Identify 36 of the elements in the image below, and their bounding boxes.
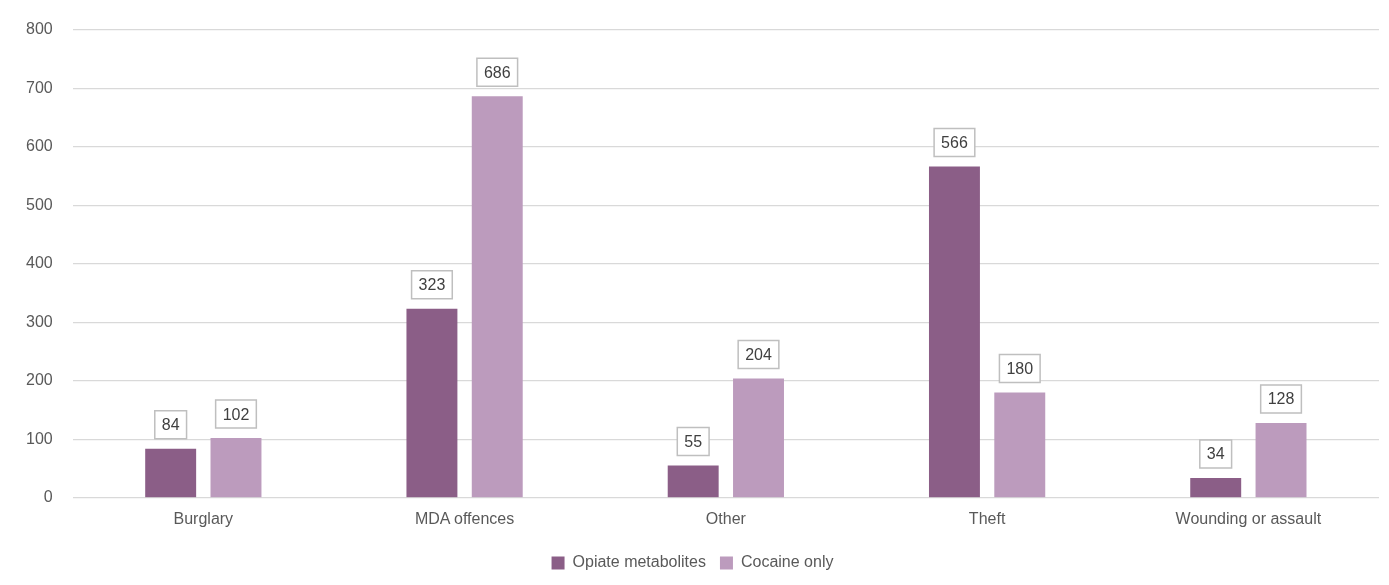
y-tick-label: 500: [25, 195, 53, 213]
bar: [210, 438, 262, 498]
y-tick-label: 700: [25, 78, 53, 96]
y-tick-label: 300: [25, 312, 53, 330]
bar: [928, 166, 980, 498]
y-tick-label: 400: [25, 254, 53, 272]
bar: [145, 448, 197, 498]
bar: [1190, 477, 1242, 498]
legend-label: Opiate metabolites: [572, 553, 706, 571]
x-tick-label: Wounding or assault: [1175, 509, 1322, 527]
x-tick-label: MDA offences: [414, 509, 515, 527]
bar: [733, 378, 784, 498]
legend-label: Cocaine only: [740, 553, 834, 571]
data-label: 34: [1206, 445, 1225, 463]
y-tick-label: 800: [25, 20, 53, 38]
data-label: 323: [418, 276, 446, 294]
x-tick-label: Burglary: [173, 509, 234, 527]
bar: [667, 465, 719, 498]
data-label: 102: [222, 405, 250, 423]
y-tick-label: 600: [25, 137, 53, 155]
data-label: 128: [1267, 390, 1295, 408]
data-label: 84: [161, 416, 180, 434]
x-tick-label: Other: [705, 509, 747, 527]
data-label: 686: [483, 63, 511, 81]
y-tick-label: 100: [25, 429, 53, 447]
data-label: 566: [941, 133, 968, 151]
x-tick-label: Theft: [968, 509, 1006, 527]
bar: [406, 308, 458, 498]
data-label: 180: [1006, 359, 1034, 377]
bar: [1255, 422, 1307, 498]
y-tick-label: 200: [25, 371, 53, 389]
data-label: 204: [745, 345, 772, 363]
bar: [471, 96, 523, 498]
bar: [994, 392, 1046, 498]
data-label: 55: [684, 433, 703, 451]
y-tick-label: 0: [43, 488, 53, 506]
